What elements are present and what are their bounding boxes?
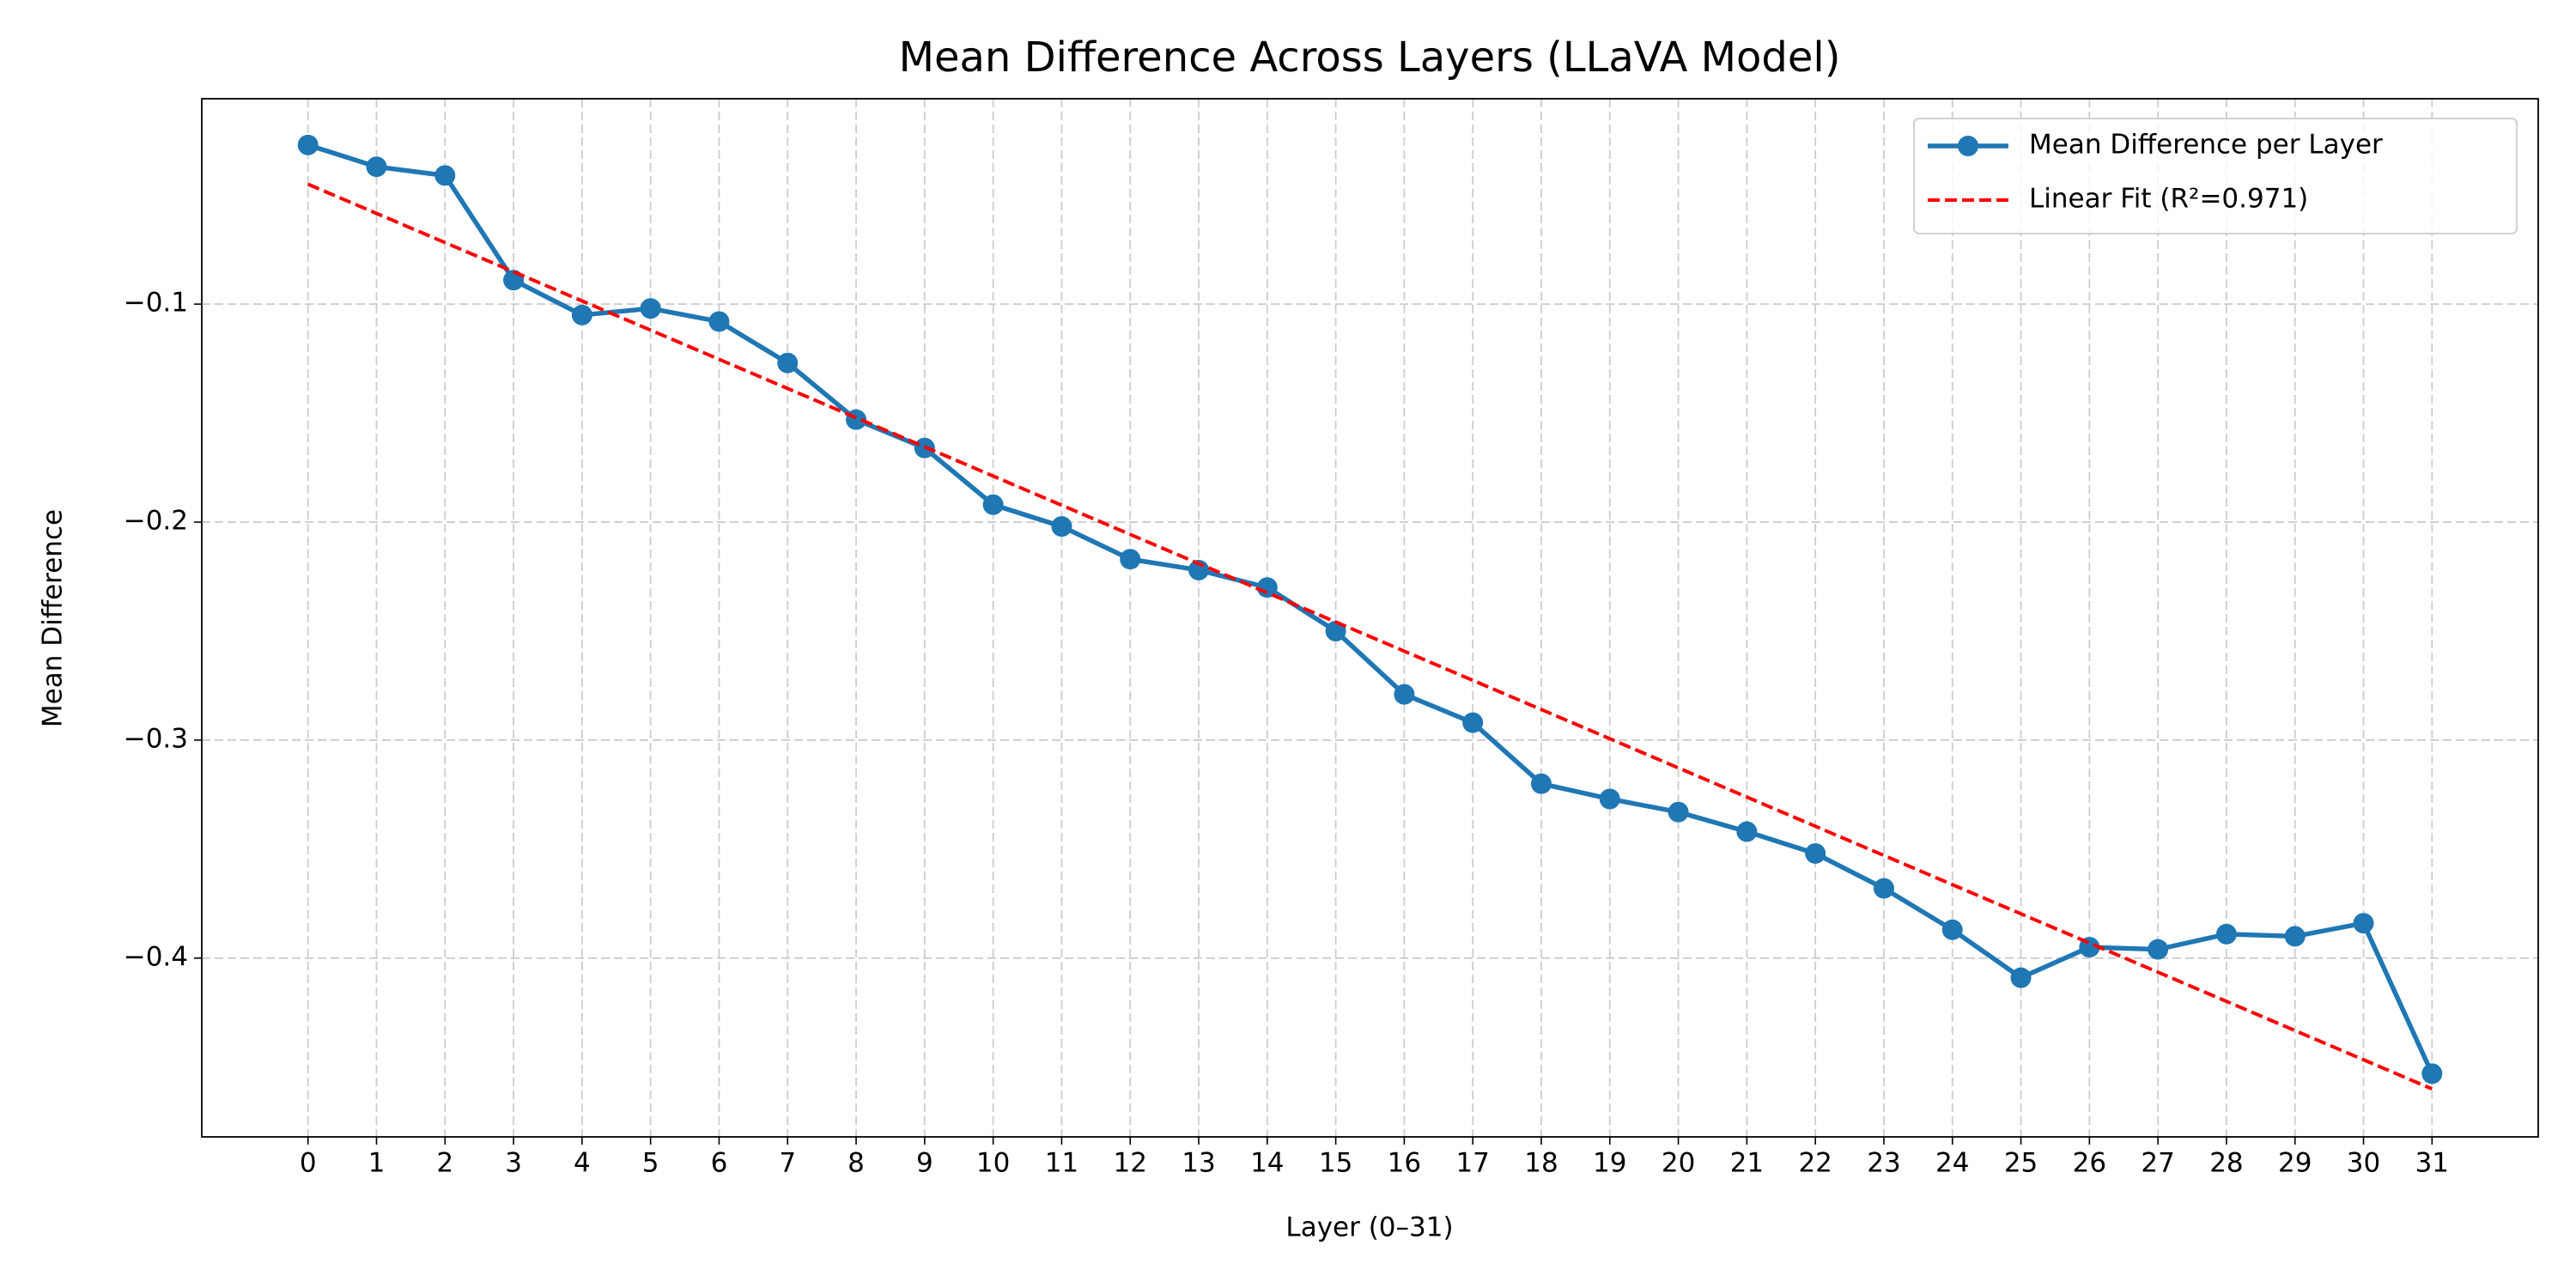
marker	[2284, 926, 2306, 947]
x-tick-label: 18	[1524, 1148, 1558, 1179]
x-tick-label: 16	[1388, 1148, 1421, 1179]
marker	[2353, 913, 2374, 934]
x-tick-label: 23	[1867, 1148, 1900, 1179]
marker	[1805, 842, 1826, 864]
x-tick-label: 31	[2415, 1148, 2449, 1179]
y-axis-label: Mean Difference	[38, 509, 69, 727]
y-tick-label: −0.2	[124, 506, 188, 537]
legend-box	[1913, 118, 2518, 234]
x-tick-label: 1	[368, 1148, 386, 1179]
marker	[434, 165, 456, 186]
x-tick-label: 28	[2209, 1148, 2243, 1179]
marker	[2010, 967, 2032, 988]
fit-line	[307, 182, 2433, 1091]
legend-label: Linear Fit (R²=0.971)	[2029, 184, 2308, 215]
x-tick-label: 12	[1113, 1148, 1146, 1179]
x-tick-label: 29	[2278, 1148, 2312, 1179]
legend-marker	[1958, 136, 1978, 156]
x-tick-label: 2	[436, 1148, 453, 1179]
marker	[297, 134, 319, 155]
legend: Mean Difference per Layer Linear Fit (R²=…	[1913, 118, 2518, 234]
y-tick-label: −0.3	[124, 723, 188, 754]
marker	[777, 352, 799, 374]
x-tick-label: 6	[711, 1148, 728, 1179]
x-tick-label: 0	[300, 1148, 317, 1179]
x-tick-label: 3	[505, 1148, 522, 1179]
x-tick-label: 13	[1182, 1148, 1215, 1179]
x-tick-label: 26	[2073, 1148, 2106, 1179]
marker	[571, 304, 592, 325]
marker	[1256, 577, 1278, 598]
x-tick-label: 9	[916, 1148, 933, 1179]
plot-frame	[201, 98, 2539, 1138]
x-tick-label: 17	[1455, 1148, 1489, 1179]
marker	[2215, 923, 2237, 945]
marker	[1530, 773, 1552, 794]
chart-title: Mean Difference Across Layers (LLaVA Mod…	[899, 33, 1841, 82]
marker	[2148, 939, 2169, 960]
x-tick-label: 5	[642, 1148, 659, 1179]
marker	[366, 156, 387, 178]
x-tick-label: 25	[2004, 1148, 2038, 1179]
x-tick-label: 7	[779, 1148, 796, 1179]
x-tick-label: 21	[1730, 1148, 1764, 1179]
x-tick-label: 11	[1045, 1148, 1078, 1179]
y-tick-label: −0.1	[124, 288, 188, 319]
marker	[1462, 712, 1484, 733]
x-tick-label: 27	[2141, 1148, 2174, 1179]
data-line	[307, 143, 2434, 1075]
marker	[1599, 788, 1620, 810]
x-tick-label: 15	[1319, 1148, 1352, 1179]
marker	[1941, 919, 1963, 940]
x-tick-label: 8	[848, 1148, 865, 1179]
marker	[1120, 549, 1141, 570]
x-tick-label: 10	[976, 1148, 1010, 1179]
legend-label: Mean Difference per Layer	[2029, 130, 2383, 161]
x-tick-label: 22	[1798, 1148, 1832, 1179]
x-tick-label: 30	[2347, 1148, 2380, 1179]
marker	[640, 298, 661, 319]
x-tick-label: 20	[1662, 1148, 1695, 1179]
x-axis-label: Layer (0–31)	[1285, 1212, 1453, 1243]
x-tick-label: 19	[1593, 1148, 1626, 1179]
x-tick-label: 24	[1935, 1148, 1969, 1179]
marker	[1668, 801, 1689, 823]
y-tick-label: −0.4	[124, 941, 188, 972]
marker	[1051, 516, 1072, 538]
marker	[1736, 821, 1758, 842]
x-tick-label: 14	[1250, 1148, 1284, 1179]
marker	[982, 494, 1004, 515]
marker	[1394, 683, 1415, 705]
marker	[708, 311, 730, 332]
marker	[1873, 878, 1894, 899]
x-tick-label: 4	[574, 1148, 591, 1179]
marker	[2421, 1063, 2443, 1084]
